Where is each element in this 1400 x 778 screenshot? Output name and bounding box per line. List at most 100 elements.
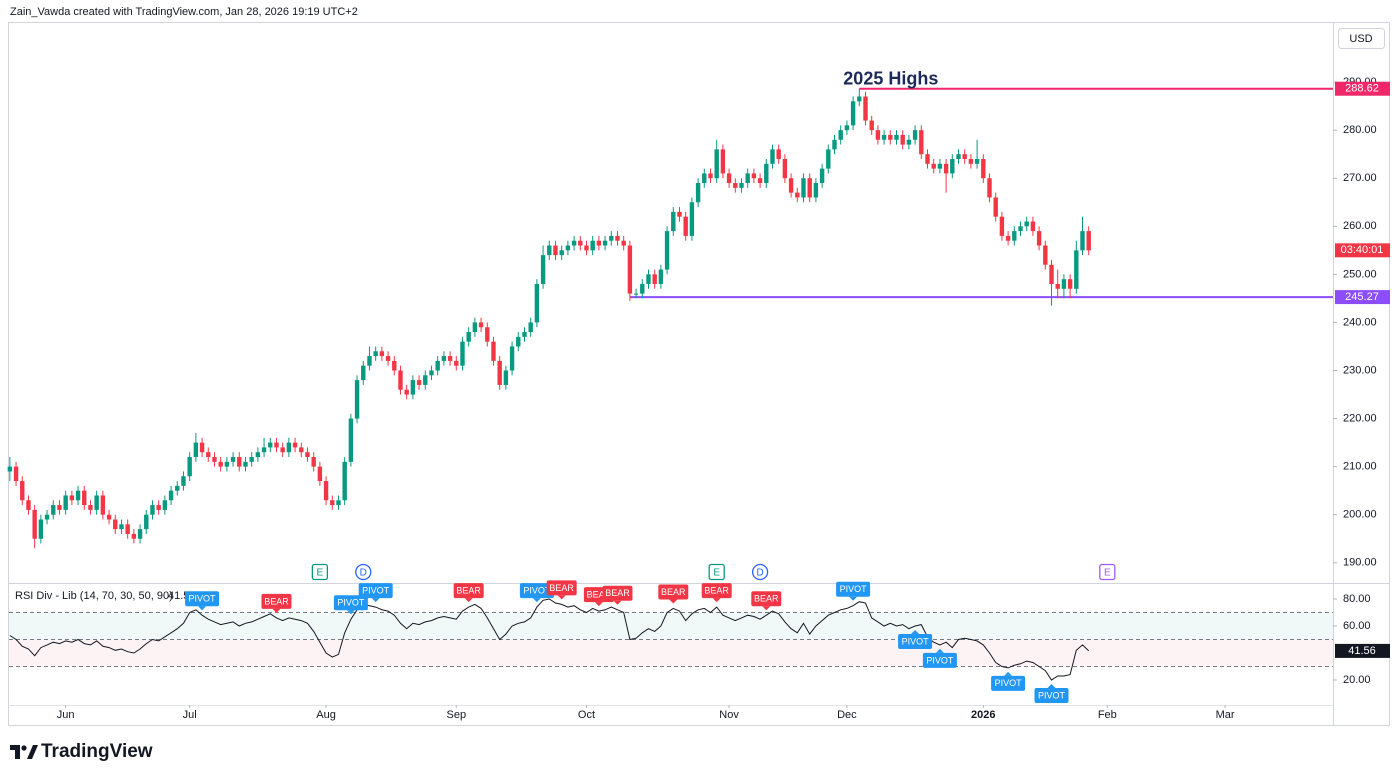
candle-body <box>423 375 428 385</box>
candle-body <box>460 341 465 366</box>
currency-label[interactable]: USD <box>1349 33 1372 45</box>
candle-body <box>522 332 527 337</box>
candle-body <box>162 500 168 510</box>
currency-button[interactable] <box>1338 28 1385 49</box>
signal-label: PIVOT <box>902 636 930 646</box>
candle-body <box>894 134 899 140</box>
candle-body <box>714 149 719 179</box>
candle-body <box>801 178 806 198</box>
y-tick-label: 270.00 <box>1343 172 1377 184</box>
signal-box <box>333 595 368 611</box>
rsi-band <box>9 612 1333 640</box>
candle-body <box>137 529 143 539</box>
candle-body <box>702 173 707 184</box>
candle-body <box>993 197 998 217</box>
x-tick-label: Oct <box>578 709 595 721</box>
earnings-marker <box>311 563 329 581</box>
candle-body <box>106 514 112 520</box>
candle-body <box>100 495 106 515</box>
candle-body <box>658 269 664 284</box>
signal-pointer <box>272 608 281 613</box>
candle-body <box>888 134 893 140</box>
candle-body <box>627 245 633 294</box>
candle-body <box>981 158 986 179</box>
chart-frame <box>8 22 1390 726</box>
candle-body <box>305 452 310 458</box>
candle-body <box>652 274 657 284</box>
rsi-tick-label: 80.00 <box>1343 593 1371 605</box>
signal-pointer <box>911 629 920 634</box>
candle-body <box>156 505 161 510</box>
candle-body <box>454 360 459 366</box>
candle-body <box>75 490 81 501</box>
candle-body <box>584 245 589 251</box>
candle-body <box>416 380 422 385</box>
signal-pointer <box>346 610 355 615</box>
candle-body <box>962 154 967 159</box>
candle-body <box>392 360 397 371</box>
candle-body <box>94 495 99 510</box>
signal-pointer <box>762 606 771 611</box>
candle-body <box>218 461 223 467</box>
candle-body <box>788 178 794 193</box>
signal-label: BEAR <box>754 594 779 604</box>
candle-body <box>336 500 341 506</box>
candle-body <box>956 154 961 159</box>
rsi-signal: PIVOT <box>519 583 554 603</box>
signal-box <box>453 583 484 599</box>
candle-body <box>299 447 304 453</box>
signal-pointer <box>935 648 944 653</box>
candle-body <box>677 211 682 217</box>
signal-pointer <box>198 606 207 611</box>
signal-box <box>546 580 577 596</box>
candle-body <box>869 120 874 131</box>
rsi-signal: BEAR <box>261 593 292 613</box>
signal-box <box>185 591 220 607</box>
candle-body <box>863 96 868 121</box>
candle-body <box>950 158 955 174</box>
candle-body <box>175 485 180 491</box>
y-tick-label: 250.00 <box>1343 268 1377 280</box>
candle-body <box>987 178 992 198</box>
candle-body <box>671 211 676 232</box>
signal-label: PIVOT <box>840 584 868 594</box>
candle-body <box>795 192 800 198</box>
signal-box <box>991 675 1026 691</box>
candle-body <box>379 351 385 357</box>
candle-body <box>770 149 775 164</box>
candle-body <box>113 519 118 530</box>
signal-box <box>358 583 393 599</box>
signal-pointer <box>464 598 473 603</box>
header-credit: Zain_Vawda created with TradingView.com,… <box>10 6 358 18</box>
candle-body <box>726 173 732 184</box>
event-label: E <box>1104 568 1111 579</box>
candle-body <box>466 332 471 342</box>
candle-body <box>826 149 831 169</box>
rsi-signal: PIVOT <box>333 595 368 615</box>
candle-body <box>199 442 205 453</box>
candle-body <box>212 457 217 462</box>
rsi-signal: PIVOT <box>991 671 1026 691</box>
candle-body <box>596 240 602 246</box>
candle-body <box>286 442 292 453</box>
signal-pointer <box>669 599 678 604</box>
candle-body <box>44 514 50 520</box>
candle-body <box>181 476 186 486</box>
candle-body <box>441 356 447 361</box>
candle-body <box>373 351 378 357</box>
candle-body <box>32 509 37 539</box>
signal-box <box>898 633 933 649</box>
level-price-label: 245.27 <box>1345 291 1379 303</box>
signal-pointer <box>849 596 858 601</box>
countdown-label: 03:40:01 <box>1341 244 1384 256</box>
brand-logo <box>10 745 38 759</box>
rsi-signal: PIVOT <box>922 648 957 668</box>
candle-body <box>261 447 267 453</box>
candle-body <box>168 490 174 501</box>
candle-body <box>144 514 149 530</box>
candle-body <box>348 418 354 462</box>
y-tick-label: 210.00 <box>1343 461 1377 473</box>
candle-body <box>20 481 25 501</box>
candle-body <box>342 461 347 501</box>
candle-body <box>1061 279 1067 289</box>
